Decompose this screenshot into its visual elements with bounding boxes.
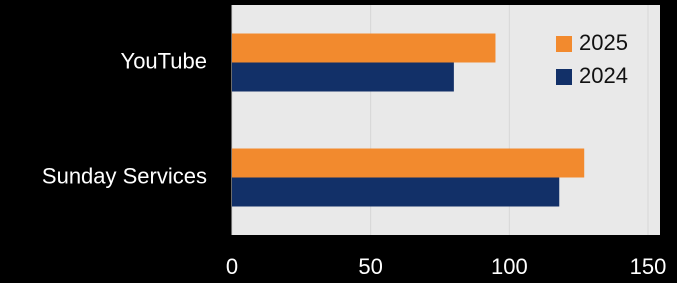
legend-label: 2024 <box>579 63 628 88</box>
x-tick-label: 50 <box>358 254 382 279</box>
chart: 0 50 100 150 YouTube Sunday Services 2025 2024 <box>0 0 677 283</box>
legend-swatch <box>556 36 572 52</box>
x-tick-label: 100 <box>491 254 528 279</box>
legend-label: 2025 <box>579 30 628 55</box>
bar <box>232 178 559 207</box>
x-tick-label: 150 <box>630 254 667 279</box>
bar <box>232 149 584 178</box>
legend-swatch <box>556 69 572 85</box>
x-tick-label: 0 <box>226 254 238 279</box>
y-tick-label: Sunday Services <box>42 163 207 188</box>
bar <box>232 34 495 63</box>
y-tick-label: YouTube <box>121 48 207 73</box>
bar <box>232 63 454 92</box>
page: 050100150YouTubeSunday Services20252024 … <box>0 0 677 283</box>
